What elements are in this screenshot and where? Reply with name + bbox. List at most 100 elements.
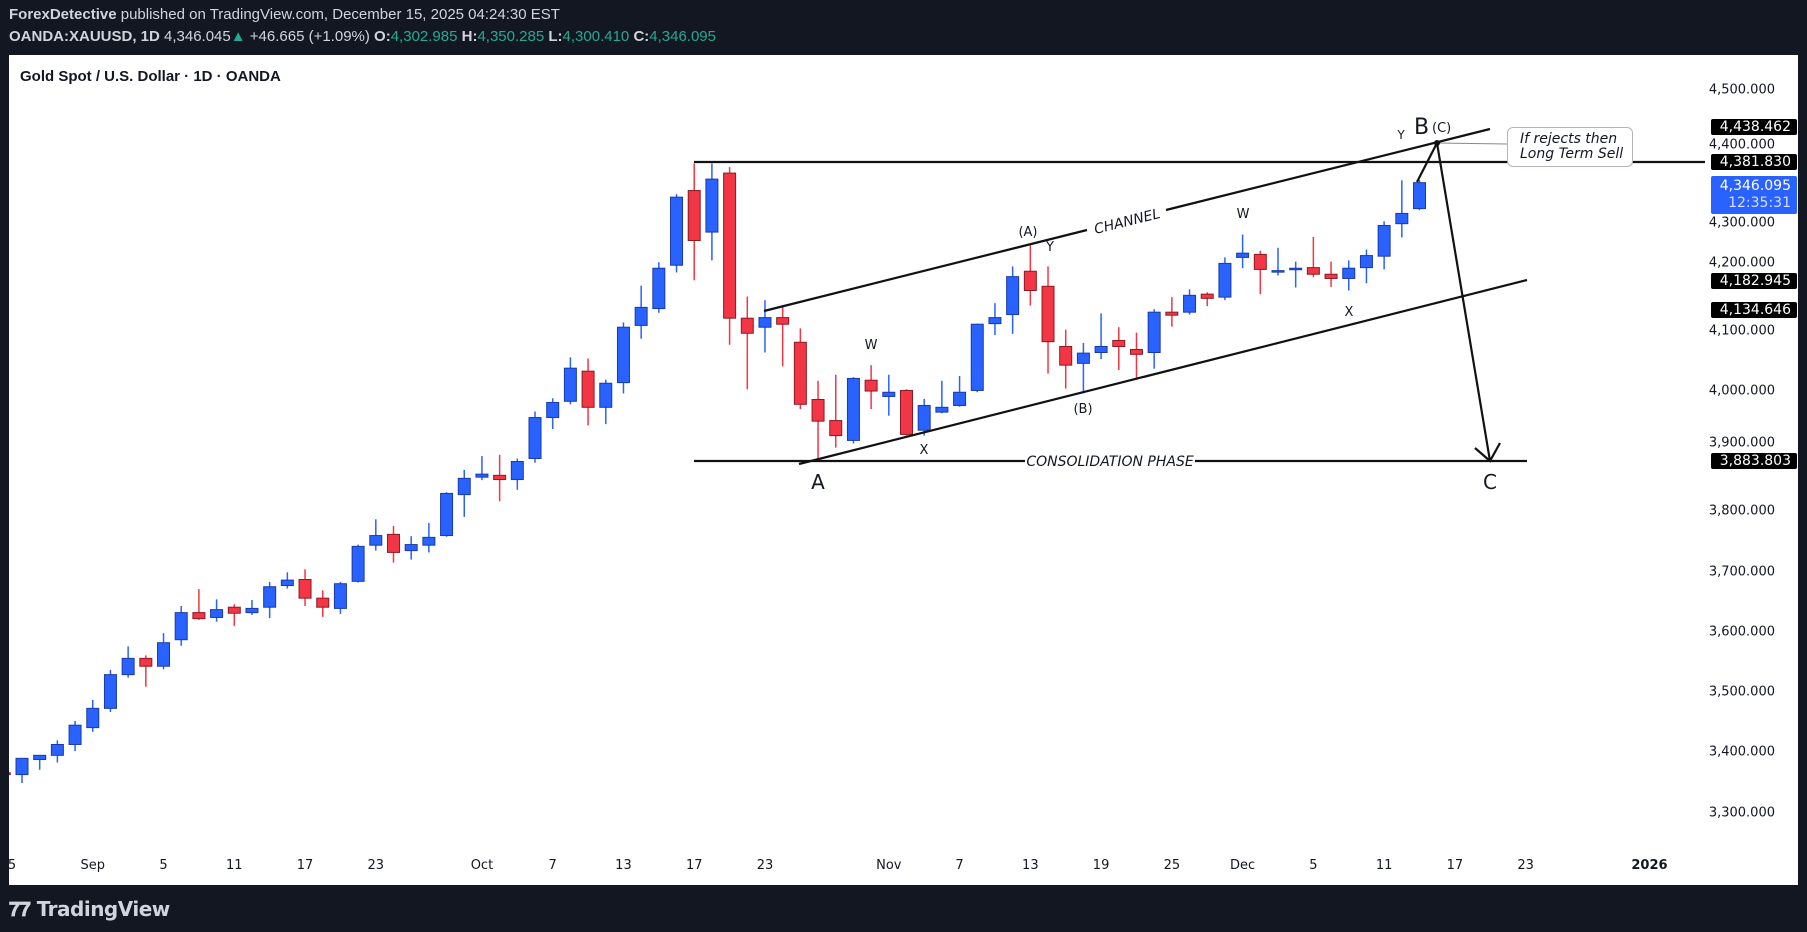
- candle-up[interactable]: [50, 740, 64, 763]
- candle-up[interactable]: [616, 322, 630, 394]
- candle-up[interactable]: [68, 721, 82, 752]
- candle-body: [351, 545, 365, 582]
- wave-line-to-b[interactable]: [1416, 142, 1438, 183]
- candle-up[interactable]: [1413, 180, 1427, 211]
- candle-down[interactable]: [723, 167, 737, 345]
- projection-arrow-line[interactable]: [1435, 142, 1492, 462]
- candle-down[interactable]: [1165, 297, 1179, 327]
- candle-up[interactable]: [563, 357, 577, 405]
- candle-up[interactable]: [457, 469, 471, 517]
- candle-up[interactable]: [599, 379, 613, 425]
- time-axis-label: 7: [548, 858, 557, 873]
- candle-up[interactable]: [1271, 247, 1285, 276]
- candle-body: [333, 583, 347, 609]
- candle-up[interactable]: [758, 300, 772, 353]
- candle-down[interactable]: [829, 374, 843, 448]
- candle-up[interactable]: [351, 544, 365, 583]
- tradingview-logo[interactable]: 𝟕𝟕 TradingView: [9, 897, 170, 921]
- candle-up[interactable]: [705, 163, 719, 261]
- candle-up[interactable]: [174, 605, 188, 646]
- candle-up[interactable]: [210, 599, 224, 622]
- candle-body: [599, 382, 613, 408]
- candle-down[interactable]: [581, 358, 595, 426]
- candle-up[interactable]: [670, 194, 684, 273]
- candle-up[interactable]: [528, 411, 542, 463]
- candle-up[interactable]: [1342, 260, 1356, 291]
- candle-up[interactable]: [422, 522, 436, 553]
- candle-up[interactable]: [369, 519, 383, 551]
- candle-down[interactable]: [1129, 332, 1143, 380]
- price-tag: 3,883.803: [1711, 453, 1797, 469]
- candle-down[interactable]: [740, 296, 754, 390]
- candle-up[interactable]: [882, 374, 896, 416]
- candle-down[interactable]: [1041, 266, 1055, 374]
- candle-down[interactable]: [1306, 236, 1320, 278]
- candle-up[interactable]: [1289, 261, 1303, 288]
- candle-up[interactable]: [1236, 234, 1250, 269]
- candle-up[interactable]: [1183, 289, 1197, 315]
- candle-up[interactable]: [1076, 342, 1090, 394]
- candle-up[interactable]: [953, 375, 967, 407]
- candle-down[interactable]: [1253, 250, 1267, 295]
- candle-up[interactable]: [280, 572, 294, 589]
- candle-down[interactable]: [493, 454, 507, 502]
- candle-up[interactable]: [475, 456, 489, 481]
- candle-down[interactable]: [811, 380, 825, 461]
- callout-note[interactable]: If rejects then Long Term Sell: [1507, 127, 1633, 167]
- candle-down[interactable]: [298, 569, 312, 606]
- candle-down[interactable]: [192, 589, 206, 620]
- candle-down[interactable]: [1200, 292, 1214, 307]
- candle-up[interactable]: [1006, 266, 1020, 334]
- candle-down[interactable]: [776, 306, 790, 367]
- channel-upper-line-left[interactable]: [763, 228, 1088, 313]
- candle-up[interactable]: [652, 262, 666, 313]
- candle-up[interactable]: [1359, 249, 1373, 284]
- candle-body: [50, 743, 64, 756]
- candle-down[interactable]: [316, 590, 330, 617]
- chart-panel[interactable]: [9, 55, 1798, 885]
- candle-up[interactable]: [404, 536, 418, 560]
- candle-up[interactable]: [15, 757, 29, 784]
- candle-up[interactable]: [1094, 313, 1108, 360]
- tv-logo-icon: 𝟕𝟕: [9, 897, 31, 921]
- candle-down[interactable]: [687, 163, 701, 281]
- candle-up[interactable]: [333, 581, 347, 614]
- low-value: 4,300.410: [562, 28, 630, 45]
- candle-down[interactable]: [227, 604, 241, 626]
- candle-up[interactable]: [1218, 257, 1232, 301]
- candle-down[interactable]: [1059, 329, 1073, 389]
- candle-up[interactable]: [245, 599, 259, 616]
- candle-up[interactable]: [33, 754, 47, 770]
- candle-up[interactable]: [1147, 309, 1161, 369]
- candle-up[interactable]: [846, 377, 860, 444]
- candle-up[interactable]: [103, 669, 117, 712]
- candle-down[interactable]: [1023, 245, 1037, 306]
- b-point-marker[interactable]: [1434, 140, 1440, 146]
- candle-up[interactable]: [634, 285, 648, 339]
- candle-down[interactable]: [0, 772, 11, 776]
- candle-up[interactable]: [935, 380, 949, 414]
- candle-up[interactable]: [917, 398, 931, 436]
- candle-up[interactable]: [86, 699, 100, 732]
- candle-down[interactable]: [864, 365, 878, 410]
- candle-down[interactable]: [1324, 261, 1338, 287]
- candle-up[interactable]: [510, 458, 524, 490]
- candle-body: [1023, 270, 1037, 291]
- candle-up[interactable]: [1395, 180, 1409, 238]
- candle-down[interactable]: [1112, 327, 1126, 370]
- candle-up[interactable]: [263, 581, 277, 619]
- candle-up[interactable]: [121, 646, 135, 678]
- candle-down[interactable]: [386, 525, 400, 563]
- candle-down[interactable]: [900, 389, 913, 436]
- candle-up[interactable]: [546, 398, 560, 429]
- candle-down[interactable]: [793, 328, 807, 410]
- candle-up[interactable]: [1377, 221, 1391, 270]
- candle-up[interactable]: [970, 323, 984, 393]
- candle-up[interactable]: [440, 492, 454, 537]
- candle-up[interactable]: [988, 303, 1002, 336]
- author-name[interactable]: ForexDetective: [9, 6, 117, 23]
- candle-down[interactable]: [139, 655, 153, 687]
- channel-lower-line[interactable]: [798, 278, 1528, 466]
- candle-up[interactable]: [157, 633, 171, 670]
